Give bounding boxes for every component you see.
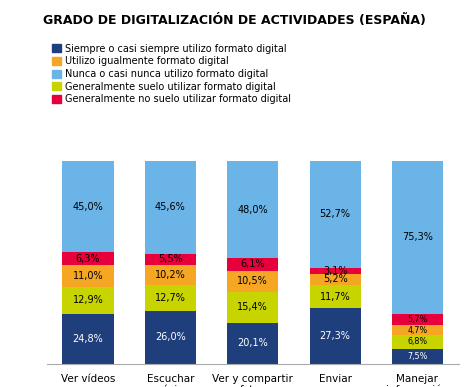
Bar <box>309 308 361 364</box>
Bar <box>392 325 443 335</box>
Text: 45,0%: 45,0% <box>73 202 103 212</box>
Text: 5,2%: 5,2% <box>323 274 347 284</box>
Bar <box>309 285 361 308</box>
Bar <box>309 268 361 274</box>
Bar <box>145 285 196 311</box>
Text: 4,7%: 4,7% <box>407 325 428 334</box>
Text: 15,4%: 15,4% <box>237 302 268 312</box>
Text: 52,7%: 52,7% <box>320 209 351 219</box>
Bar <box>392 335 443 349</box>
Text: 10,5%: 10,5% <box>237 276 268 286</box>
Text: 6,8%: 6,8% <box>407 337 428 346</box>
Text: 7,5%: 7,5% <box>407 352 428 361</box>
Text: 27,3%: 27,3% <box>320 331 351 341</box>
Text: 6,1%: 6,1% <box>241 259 265 269</box>
Bar <box>309 274 361 285</box>
Bar <box>392 161 443 314</box>
Bar <box>145 253 196 265</box>
Bar <box>227 258 278 271</box>
Bar <box>62 265 114 288</box>
Bar <box>145 161 196 253</box>
Legend: Siempre o casi siempre utilizo formato digital, Utilizo igualmente formato digit: Siempre o casi siempre utilizo formato d… <box>51 44 291 104</box>
Text: 5,7%: 5,7% <box>407 315 428 324</box>
Text: GRADO DE DIGITALIZACIÓN DE ACTIVIDADES (ESPAÑA): GRADO DE DIGITALIZACIÓN DE ACTIVIDADES (… <box>43 14 425 27</box>
Text: 11,0%: 11,0% <box>73 271 103 281</box>
Bar <box>309 161 361 268</box>
Text: 45,6%: 45,6% <box>155 202 186 212</box>
Text: 6,3%: 6,3% <box>76 253 100 264</box>
Text: 24,8%: 24,8% <box>73 334 103 344</box>
Bar <box>227 323 278 364</box>
Text: 20,1%: 20,1% <box>237 338 268 348</box>
Bar <box>145 265 196 285</box>
Text: 10,2%: 10,2% <box>155 270 186 280</box>
Text: 26,0%: 26,0% <box>155 332 186 342</box>
Bar <box>62 252 114 265</box>
Bar <box>227 271 278 292</box>
Bar <box>392 314 443 325</box>
Text: 3,1%: 3,1% <box>323 266 347 276</box>
Bar <box>62 161 114 252</box>
Text: 5,5%: 5,5% <box>158 254 183 264</box>
Bar <box>392 349 443 364</box>
Bar <box>227 292 278 323</box>
Text: 12,9%: 12,9% <box>73 295 103 305</box>
Text: 12,7%: 12,7% <box>155 293 186 303</box>
Bar <box>62 313 114 364</box>
Text: 75,3%: 75,3% <box>402 232 433 242</box>
Bar <box>145 311 196 364</box>
Bar <box>62 288 114 313</box>
Text: 11,7%: 11,7% <box>320 291 351 301</box>
Bar <box>227 161 278 258</box>
Text: 48,0%: 48,0% <box>237 204 268 214</box>
